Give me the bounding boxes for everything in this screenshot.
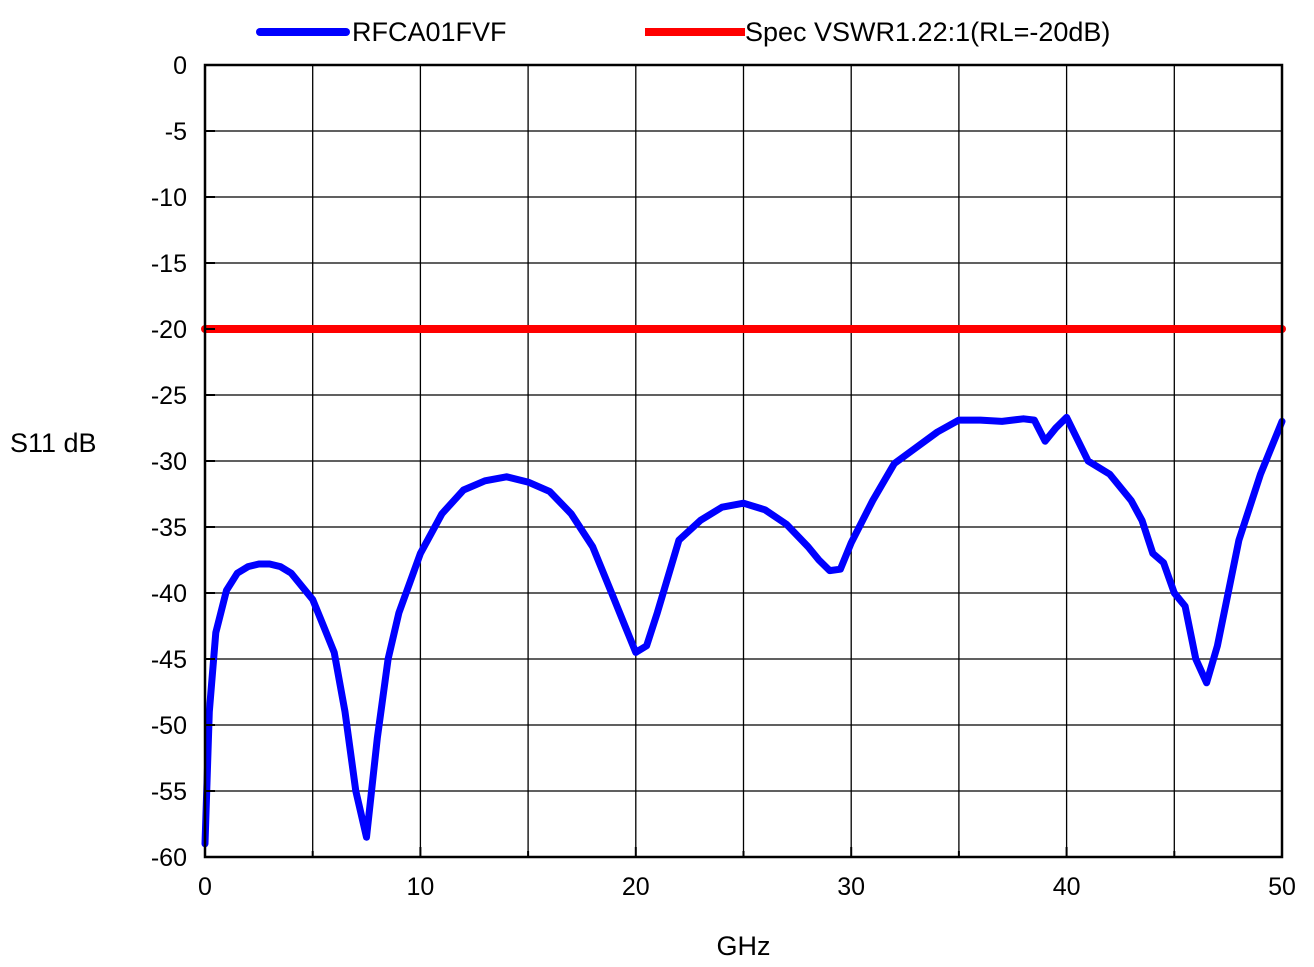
y-axis-label: S11 dB <box>10 428 97 458</box>
y-tick-label: -35 <box>151 514 187 542</box>
grid <box>205 65 1282 857</box>
y-tick-label: -55 <box>151 778 187 806</box>
y-tick-label: -5 <box>165 118 187 146</box>
y-tick-label: -10 <box>151 184 187 212</box>
x-tick-label: 0 <box>198 873 212 901</box>
x-tick-label: 40 <box>1053 873 1081 901</box>
y-tick-label: -40 <box>151 580 187 608</box>
tick-labels: 0 10 20 30 40 50 0 -5 -10 -15 -20 -25 -30 -35 -40 -45 -5… <box>151 52 1296 901</box>
x-tick-label: 50 <box>1268 873 1296 901</box>
y-tick-label: 0 <box>173 52 187 80</box>
x-tick-label: 20 <box>622 873 650 901</box>
y-tick-label: -30 <box>151 448 187 476</box>
x-axis-label: GHz <box>717 931 771 961</box>
y-tick-label: -15 <box>151 250 187 278</box>
series-line-rfca01fvf <box>201 413 1286 848</box>
series-layer <box>201 325 1286 848</box>
y-tick-label: -25 <box>151 382 187 410</box>
legend-label-rfca01fvf: RFCA01FVF <box>352 17 507 47</box>
x-tick-label: 10 <box>406 873 434 901</box>
y-tick-label: -45 <box>151 646 187 674</box>
x-tick-label: 30 <box>837 873 865 901</box>
legend: RFCA01FVF Spec VSWR1.22:1(RL=-20dB) <box>256 17 1110 47</box>
y-tick-label: -20 <box>151 316 187 344</box>
legend-label-spec: Spec VSWR1.22:1(RL=-20dB) <box>745 17 1110 47</box>
y-tick-label: -50 <box>151 712 187 740</box>
ticks <box>204 64 1283 858</box>
y-tick-label: -60 <box>151 844 187 872</box>
